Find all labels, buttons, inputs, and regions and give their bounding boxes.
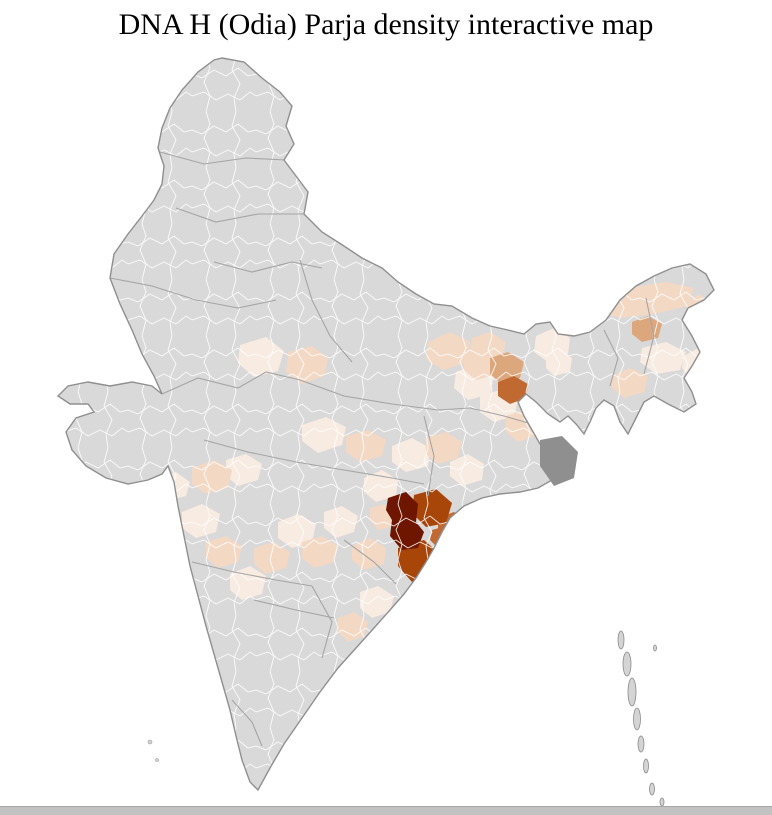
andaman-islands[interactable]	[617, 630, 665, 807]
state-borders	[109, 151, 655, 747]
delta-dark-region	[540, 436, 578, 486]
district-region[interactable]	[428, 576, 460, 606]
country-outline	[56, 57, 715, 792]
page-title: DNA H (Odia) Parja density interactive m…	[118, 8, 654, 41]
lakshadweep-islands[interactable]	[147, 739, 159, 762]
bottom-scrollbar[interactable]	[0, 806, 772, 815]
